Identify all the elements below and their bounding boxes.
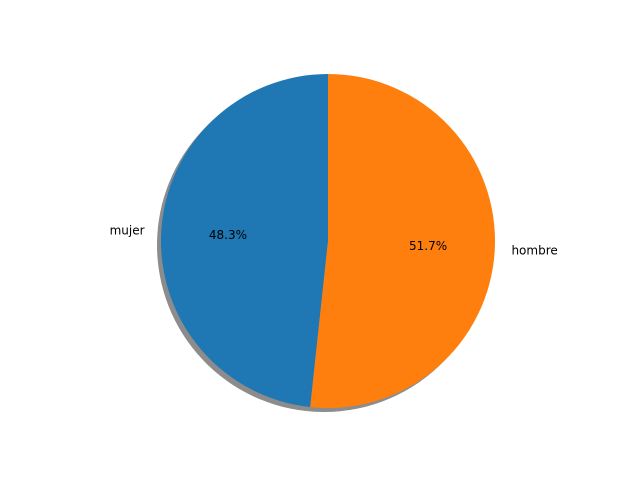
- slice-percent-hombre: 51.7%: [409, 239, 447, 253]
- pie-slice-mujer: [160, 74, 328, 408]
- slice-label-hombre: hombre: [511, 243, 557, 257]
- slice-percent-mujer: 48.3%: [209, 228, 247, 242]
- pie-slices: [160, 74, 495, 408]
- slice-label-mujer: mujer: [110, 224, 145, 238]
- pie-labels: mujer 48.3% hombre 51.7%: [110, 224, 558, 258]
- pie-slice-hombre: [310, 74, 495, 408]
